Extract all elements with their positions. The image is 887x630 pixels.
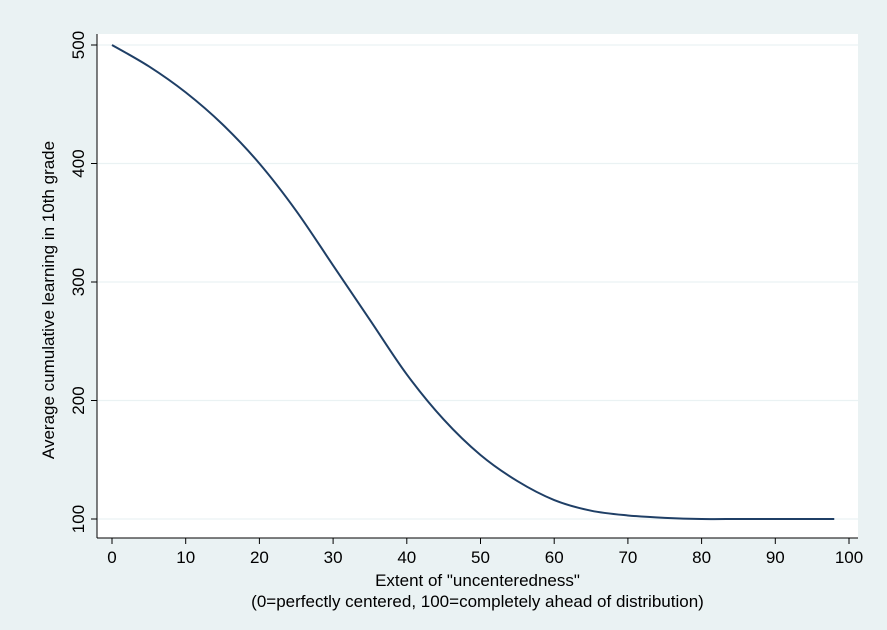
y-tick-label: 300 <box>69 268 88 296</box>
y-axis-title: Average cumulative learning in 10th grad… <box>39 141 58 459</box>
y-tick-label: 100 <box>69 505 88 533</box>
x-tick-label: 100 <box>835 548 863 567</box>
x-tick-label: 60 <box>545 548 564 567</box>
y-tick-label: 500 <box>69 31 88 59</box>
x-axis-title-note: (0=perfectly centered, 100=completely ah… <box>251 592 704 611</box>
x-tick-label: 80 <box>692 548 711 567</box>
x-tick-label: 10 <box>176 548 195 567</box>
x-axis-title: Extent of "uncenteredness" <box>375 571 580 590</box>
plot-area <box>97 34 858 538</box>
x-tick-label: 50 <box>471 548 490 567</box>
x-tick-label: 90 <box>766 548 785 567</box>
series-line <box>111 44 835 521</box>
x-tick-label: 20 <box>250 548 269 567</box>
x-tick-label: 40 <box>397 548 416 567</box>
y-tick-label: 200 <box>69 386 88 414</box>
x-axis-ticks: 0 10 20 30 40 50 60 70 80 90 100 <box>107 538 863 567</box>
x-tick-label: 30 <box>324 548 343 567</box>
x-tick-label: 0 <box>107 548 116 567</box>
series-layer <box>111 44 835 521</box>
y-tick-label: 400 <box>69 149 88 177</box>
y-axis-ticks: 100 200 300 400 500 <box>69 31 97 533</box>
x-tick-label: 70 <box>618 548 637 567</box>
